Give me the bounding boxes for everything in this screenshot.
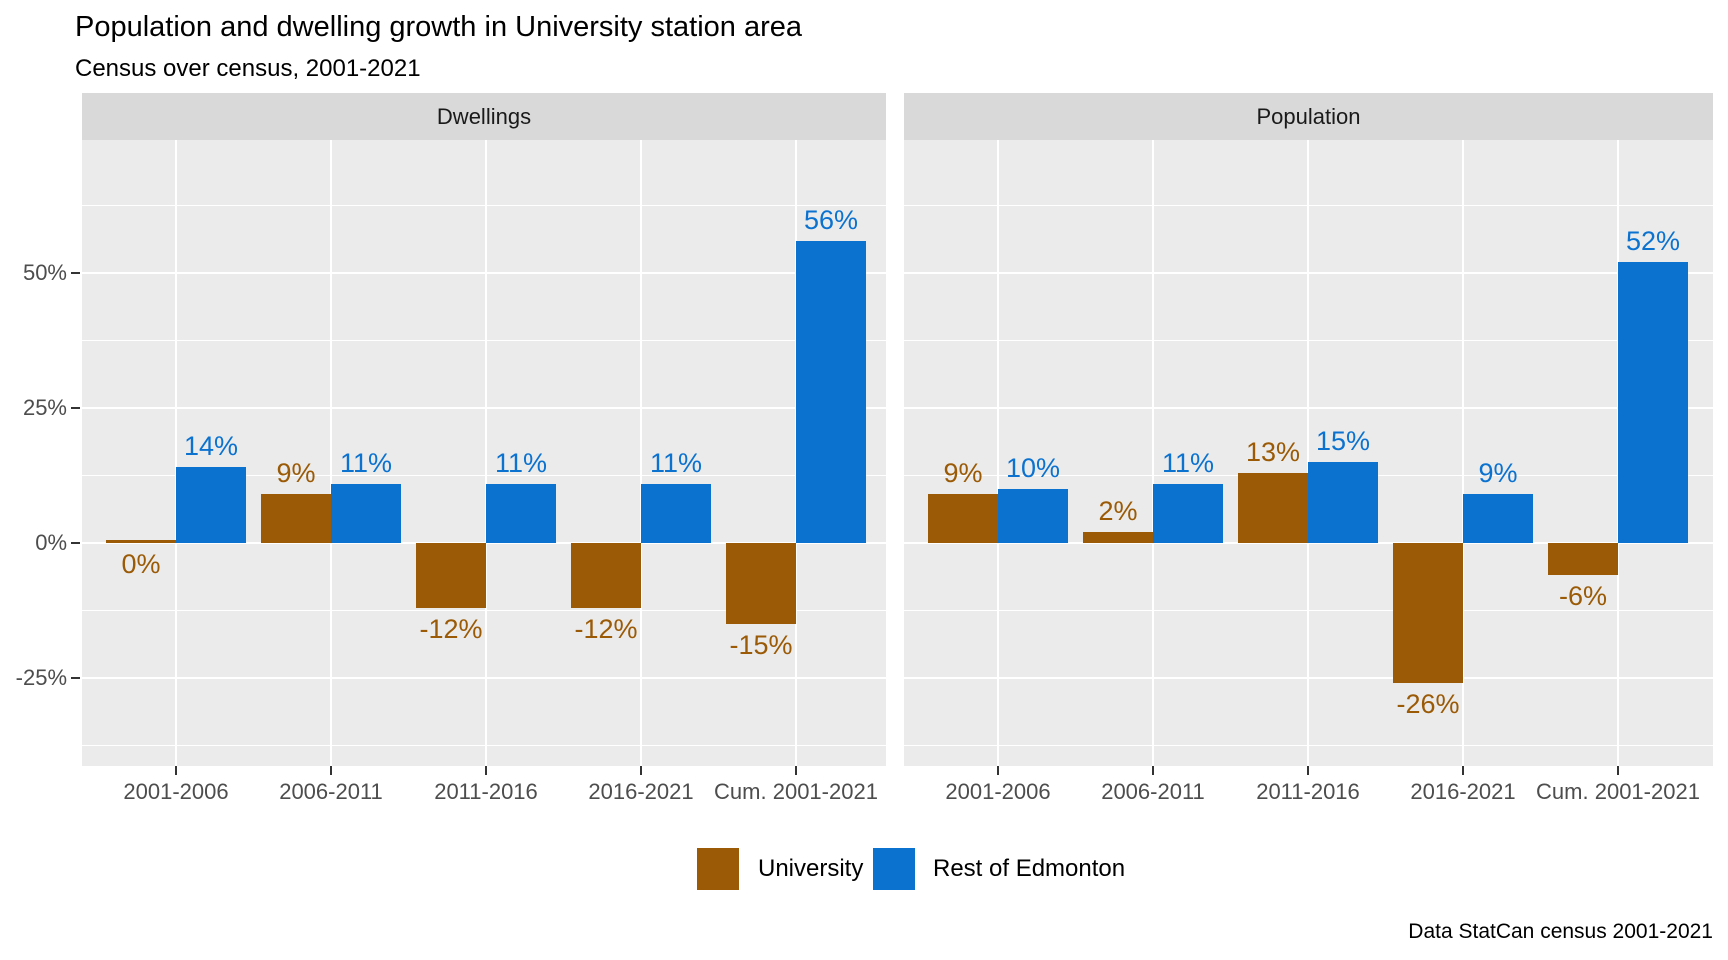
gridline-category: [485, 140, 487, 766]
chart-subtitle: Census over census, 2001-2021: [75, 55, 421, 82]
gridline-category: [1462, 140, 1464, 766]
facet-strip-population: Population: [904, 93, 1713, 140]
y-tick-label: -25%: [15, 665, 67, 690]
gridline-category: [997, 140, 999, 766]
bar-university-2001-2006: [928, 494, 998, 543]
gridline-minor: [82, 745, 886, 746]
legend-swatch-rest-of-edmonton: [873, 848, 915, 890]
bar-university-2006-2011: [261, 494, 331, 543]
legend-label-rest-of-edmonton: Rest of Edmonton: [933, 855, 1126, 882]
x-tick-mark: [485, 766, 487, 775]
gridline-major: [82, 407, 886, 409]
bar-value-label: 15%: [1315, 426, 1371, 456]
bar-rest-of-edmonton-2016-2021: [641, 483, 711, 543]
chart-title: Population and dwelling growth in Univer…: [75, 11, 803, 43]
bar-rest-of-edmonton-2006-2011: [331, 483, 401, 543]
panel-dwellings: [82, 140, 886, 766]
x-tick-mark: [1462, 766, 1464, 775]
gridline-major: [82, 272, 886, 274]
bar-university-2011-2016: [1238, 472, 1308, 543]
bar-value-label: 11%: [1161, 447, 1215, 478]
gridline-minor: [82, 475, 886, 476]
gridline-category: [1152, 140, 1154, 766]
bar-value-label: 11%: [649, 447, 703, 478]
x-tick-mark: [1617, 766, 1619, 775]
bar-rest-of-edmonton-cum2001-2021: [1618, 262, 1688, 543]
y-tick-mark: [71, 542, 80, 544]
bar-value-label: -26%: [1396, 689, 1460, 720]
bar-value-label: -6%: [1558, 581, 1607, 612]
x-tick-mark: [1152, 766, 1154, 775]
facet-strip-dwellings-label: Dwellings: [436, 103, 532, 129]
bar-value-label: -15%: [729, 630, 793, 660]
bar-rest-of-edmonton-2006-2011: [1153, 483, 1223, 543]
gridline-category: [1307, 140, 1309, 766]
legend-label-university: University: [758, 855, 864, 882]
bar-value-label: 2%: [1098, 496, 1138, 527]
bar-value-label: 9%: [1478, 458, 1518, 489]
bar-value-label: 9%: [276, 458, 316, 489]
bar-value-label: 9%: [943, 458, 983, 489]
bar-university-2011-2016: [416, 543, 486, 608]
x-tick-label: Cum. 2001-2021: [714, 779, 878, 804]
gridline-category: [330, 140, 332, 766]
y-tick-mark: [71, 407, 80, 409]
x-tick-mark: [640, 766, 642, 775]
x-tick-mark: [997, 766, 999, 775]
y-tick-mark: [71, 272, 80, 274]
gridline-minor: [82, 610, 886, 611]
bar-rest-of-edmonton-2016-2021: [1463, 494, 1533, 543]
y-tick-label: 25%: [22, 395, 67, 420]
chart-caption: Data StatCan census 2001-2021: [1408, 920, 1713, 943]
x-tick-label: Cum. 2001-2021: [1536, 779, 1700, 804]
legend: University Rest of Edmonton: [0, 848, 1728, 890]
bar-value-label: 13%: [1245, 436, 1301, 467]
bar-value-label: 14%: [183, 431, 239, 462]
y-tick-label: 50%: [22, 260, 67, 285]
bar-rest-of-edmonton-2011-2016: [1308, 462, 1378, 543]
legend-swatch-university: [697, 848, 739, 890]
bar-value-label: 0%: [121, 549, 161, 579]
bar-value-label: 11%: [339, 447, 393, 478]
x-tick-mark: [1307, 766, 1309, 775]
panel-population: [904, 140, 1713, 766]
bar-university-cum2001-2021: [726, 543, 796, 624]
bar-value-label: 56%: [803, 204, 859, 235]
y-tick-mark: [71, 677, 80, 679]
x-tick-label: 2016-2021: [588, 779, 694, 804]
bar-rest-of-edmonton-2001-2006: [176, 467, 246, 543]
gridline-minor: [82, 205, 886, 206]
gridline-major: [82, 677, 886, 679]
x-tick-label: 2011-2016: [1256, 779, 1360, 804]
bar-value-label: 11%: [494, 447, 548, 478]
bar-university-2016-2021: [571, 543, 641, 608]
bar-value-label: -12%: [419, 613, 483, 644]
bar-university-2001-2006: [106, 540, 176, 543]
bar-university-2016-2021: [1393, 543, 1463, 684]
y-tick-label: 0%: [35, 530, 67, 555]
bar-rest-of-edmonton-cum2001-2021: [796, 240, 866, 543]
x-tick-label: 2001-2006: [123, 779, 229, 804]
gridline-minor: [82, 340, 886, 341]
x-tick-mark: [330, 766, 332, 775]
bar-rest-of-edmonton-2011-2016: [486, 483, 556, 543]
facet-strip-dwellings: Dwellings: [82, 93, 886, 140]
facet-strip-population-label: Population: [1256, 103, 1361, 129]
gridline-category: [175, 140, 177, 766]
x-tick-label: 2006-2011: [1101, 779, 1205, 804]
x-tick-label: 2016-2021: [1410, 779, 1516, 804]
bar-value-label: -12%: [574, 613, 638, 644]
bar-rest-of-edmonton-2001-2006: [998, 489, 1068, 543]
bar-value-label: 10%: [1005, 453, 1061, 483]
x-tick-label: 2001-2006: [945, 779, 1051, 804]
x-tick-mark: [175, 766, 177, 775]
bar-university-cum2001-2021: [1548, 543, 1618, 576]
bar-value-label: 52%: [1625, 226, 1681, 257]
gridline-category: [640, 140, 642, 766]
x-tick-label: 2006-2011: [279, 779, 383, 804]
x-tick-mark: [795, 766, 797, 775]
bar-university-2006-2011: [1083, 532, 1153, 543]
x-tick-label: 2011-2016: [434, 779, 538, 804]
